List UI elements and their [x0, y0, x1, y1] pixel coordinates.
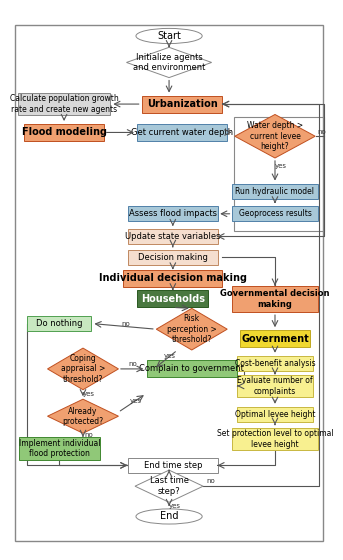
Bar	[233, 206, 318, 221]
Text: yes: yes	[83, 391, 95, 398]
Text: Already
protected?: Already protected?	[62, 407, 104, 426]
Bar	[237, 356, 313, 371]
Bar	[138, 291, 208, 307]
Bar	[233, 427, 318, 450]
Text: Water depth >
current levee
height?: Water depth > current levee height?	[247, 122, 303, 151]
Text: Implement individual
flood protection: Implement individual flood protection	[19, 438, 100, 458]
Bar	[138, 124, 227, 141]
Bar	[234, 117, 324, 231]
Text: Cost-benefit analysis: Cost-benefit analysis	[235, 359, 315, 368]
Text: Get current water depth: Get current water depth	[131, 128, 233, 137]
Text: yes: yes	[130, 398, 142, 404]
Text: Risk
perception >
threshold?: Risk perception > threshold?	[167, 314, 217, 344]
Text: Urbanization: Urbanization	[147, 99, 218, 109]
Text: Flood modeling: Flood modeling	[22, 128, 107, 137]
Text: yes: yes	[169, 503, 181, 509]
Bar	[27, 316, 92, 331]
Text: Do nothing: Do nothing	[36, 319, 83, 328]
Text: Calculate population growth
rate and create new agents: Calculate population growth rate and cre…	[10, 95, 118, 114]
Bar	[233, 286, 318, 312]
Polygon shape	[156, 309, 227, 350]
Text: Households: Households	[141, 294, 205, 304]
Ellipse shape	[136, 509, 202, 524]
Text: Complain to government: Complain to government	[139, 365, 244, 374]
Text: Run hydraulic model: Run hydraulic model	[236, 186, 315, 195]
Polygon shape	[235, 114, 315, 158]
Bar	[18, 93, 110, 115]
Polygon shape	[48, 348, 118, 390]
Ellipse shape	[136, 29, 202, 44]
Text: no: no	[121, 320, 130, 326]
Text: yes: yes	[164, 353, 176, 358]
Text: Coping
appraisal >
threshold?: Coping appraisal > threshold?	[61, 354, 105, 384]
Text: no: no	[206, 478, 215, 484]
Text: yes: yes	[275, 164, 287, 170]
Text: Government: Government	[241, 334, 309, 344]
Text: Geoprocess results: Geoprocess results	[238, 209, 311, 218]
Text: Decision making: Decision making	[138, 253, 208, 262]
Text: Update state variables: Update state variables	[125, 232, 221, 241]
Polygon shape	[127, 48, 212, 78]
Text: End: End	[160, 511, 178, 521]
Text: no: no	[84, 432, 93, 438]
Text: Start: Start	[157, 31, 181, 41]
Bar	[123, 269, 223, 287]
Bar	[233, 184, 318, 199]
Text: Governmental decision
making: Governmental decision making	[220, 289, 330, 309]
Bar	[237, 375, 313, 397]
Bar	[128, 250, 218, 265]
Bar	[19, 437, 99, 460]
Bar	[128, 229, 218, 244]
Bar	[147, 361, 237, 377]
Bar	[24, 124, 104, 141]
Text: no: no	[129, 361, 138, 367]
Text: End time step: End time step	[144, 461, 202, 470]
Polygon shape	[135, 470, 203, 502]
Text: Assess flood impacts: Assess flood impacts	[129, 209, 217, 218]
Text: Initialize agents
and environment: Initialize agents and environment	[133, 53, 205, 72]
Text: Individual decision making: Individual decision making	[99, 273, 247, 283]
Text: Optimal levee height: Optimal levee height	[235, 410, 315, 419]
Bar	[128, 206, 218, 221]
Text: no: no	[317, 128, 326, 134]
Polygon shape	[48, 399, 118, 433]
Text: Set protection level to optimal
levee height: Set protection level to optimal levee he…	[217, 429, 333, 449]
Bar	[237, 407, 313, 422]
Bar	[239, 330, 310, 347]
Text: Last time
step?: Last time step?	[150, 477, 189, 496]
Bar	[142, 96, 223, 113]
Text: Evaluate number of
complaints: Evaluate number of complaints	[237, 376, 313, 395]
Bar	[128, 458, 218, 473]
